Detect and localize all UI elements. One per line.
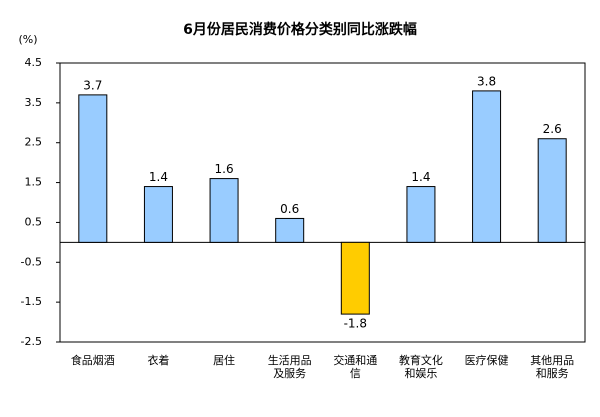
y-tick-label: 1.5 xyxy=(25,176,43,189)
bar xyxy=(78,94,108,243)
bar xyxy=(143,186,173,243)
y-axis-label: (%) xyxy=(18,33,37,46)
y-tick-label: 0.5 xyxy=(25,215,43,228)
x-tick-label: 居住 xyxy=(213,354,236,367)
value-label: 1.4 xyxy=(149,170,168,184)
y-tick-label: 3.5 xyxy=(25,96,43,109)
x-tick-label: 衣着 xyxy=(147,354,170,367)
value-label: 0.6 xyxy=(280,202,299,216)
y-tick-label: 2.5 xyxy=(25,136,43,149)
value-label: 1.6 xyxy=(215,162,234,176)
y-tick-label: 4.5 xyxy=(25,56,43,69)
x-tick-label: 教育文化和娱乐 xyxy=(398,354,443,380)
x-tick-label: 交通和通信 xyxy=(333,354,378,380)
bar xyxy=(209,178,239,243)
value-label: -1.8 xyxy=(344,317,367,331)
value-label: 1.4 xyxy=(411,170,430,184)
x-tick-label: 其他用品和服务 xyxy=(530,354,575,380)
bar xyxy=(406,186,436,243)
x-tick-label: 食品烟酒 xyxy=(70,354,115,367)
bar xyxy=(340,241,370,315)
bar xyxy=(275,217,305,243)
plot-frame xyxy=(59,62,586,343)
y-tick-label: -2.5 xyxy=(21,335,42,348)
value-label: 3.7 xyxy=(83,78,102,92)
x-tick-label: 医疗保健 xyxy=(464,354,509,367)
bar xyxy=(537,138,567,243)
value-label: 2.6 xyxy=(543,122,562,136)
bar xyxy=(472,90,502,243)
chart-title: 6月份居民消费价格分类别同比涨跌幅 xyxy=(183,21,417,38)
y-tick-label: -0.5 xyxy=(21,255,42,268)
x-tick-label: 生活用品及服务 xyxy=(267,354,312,380)
value-label: 3.8 xyxy=(477,74,496,88)
y-tick-label: -1.5 xyxy=(21,295,42,308)
